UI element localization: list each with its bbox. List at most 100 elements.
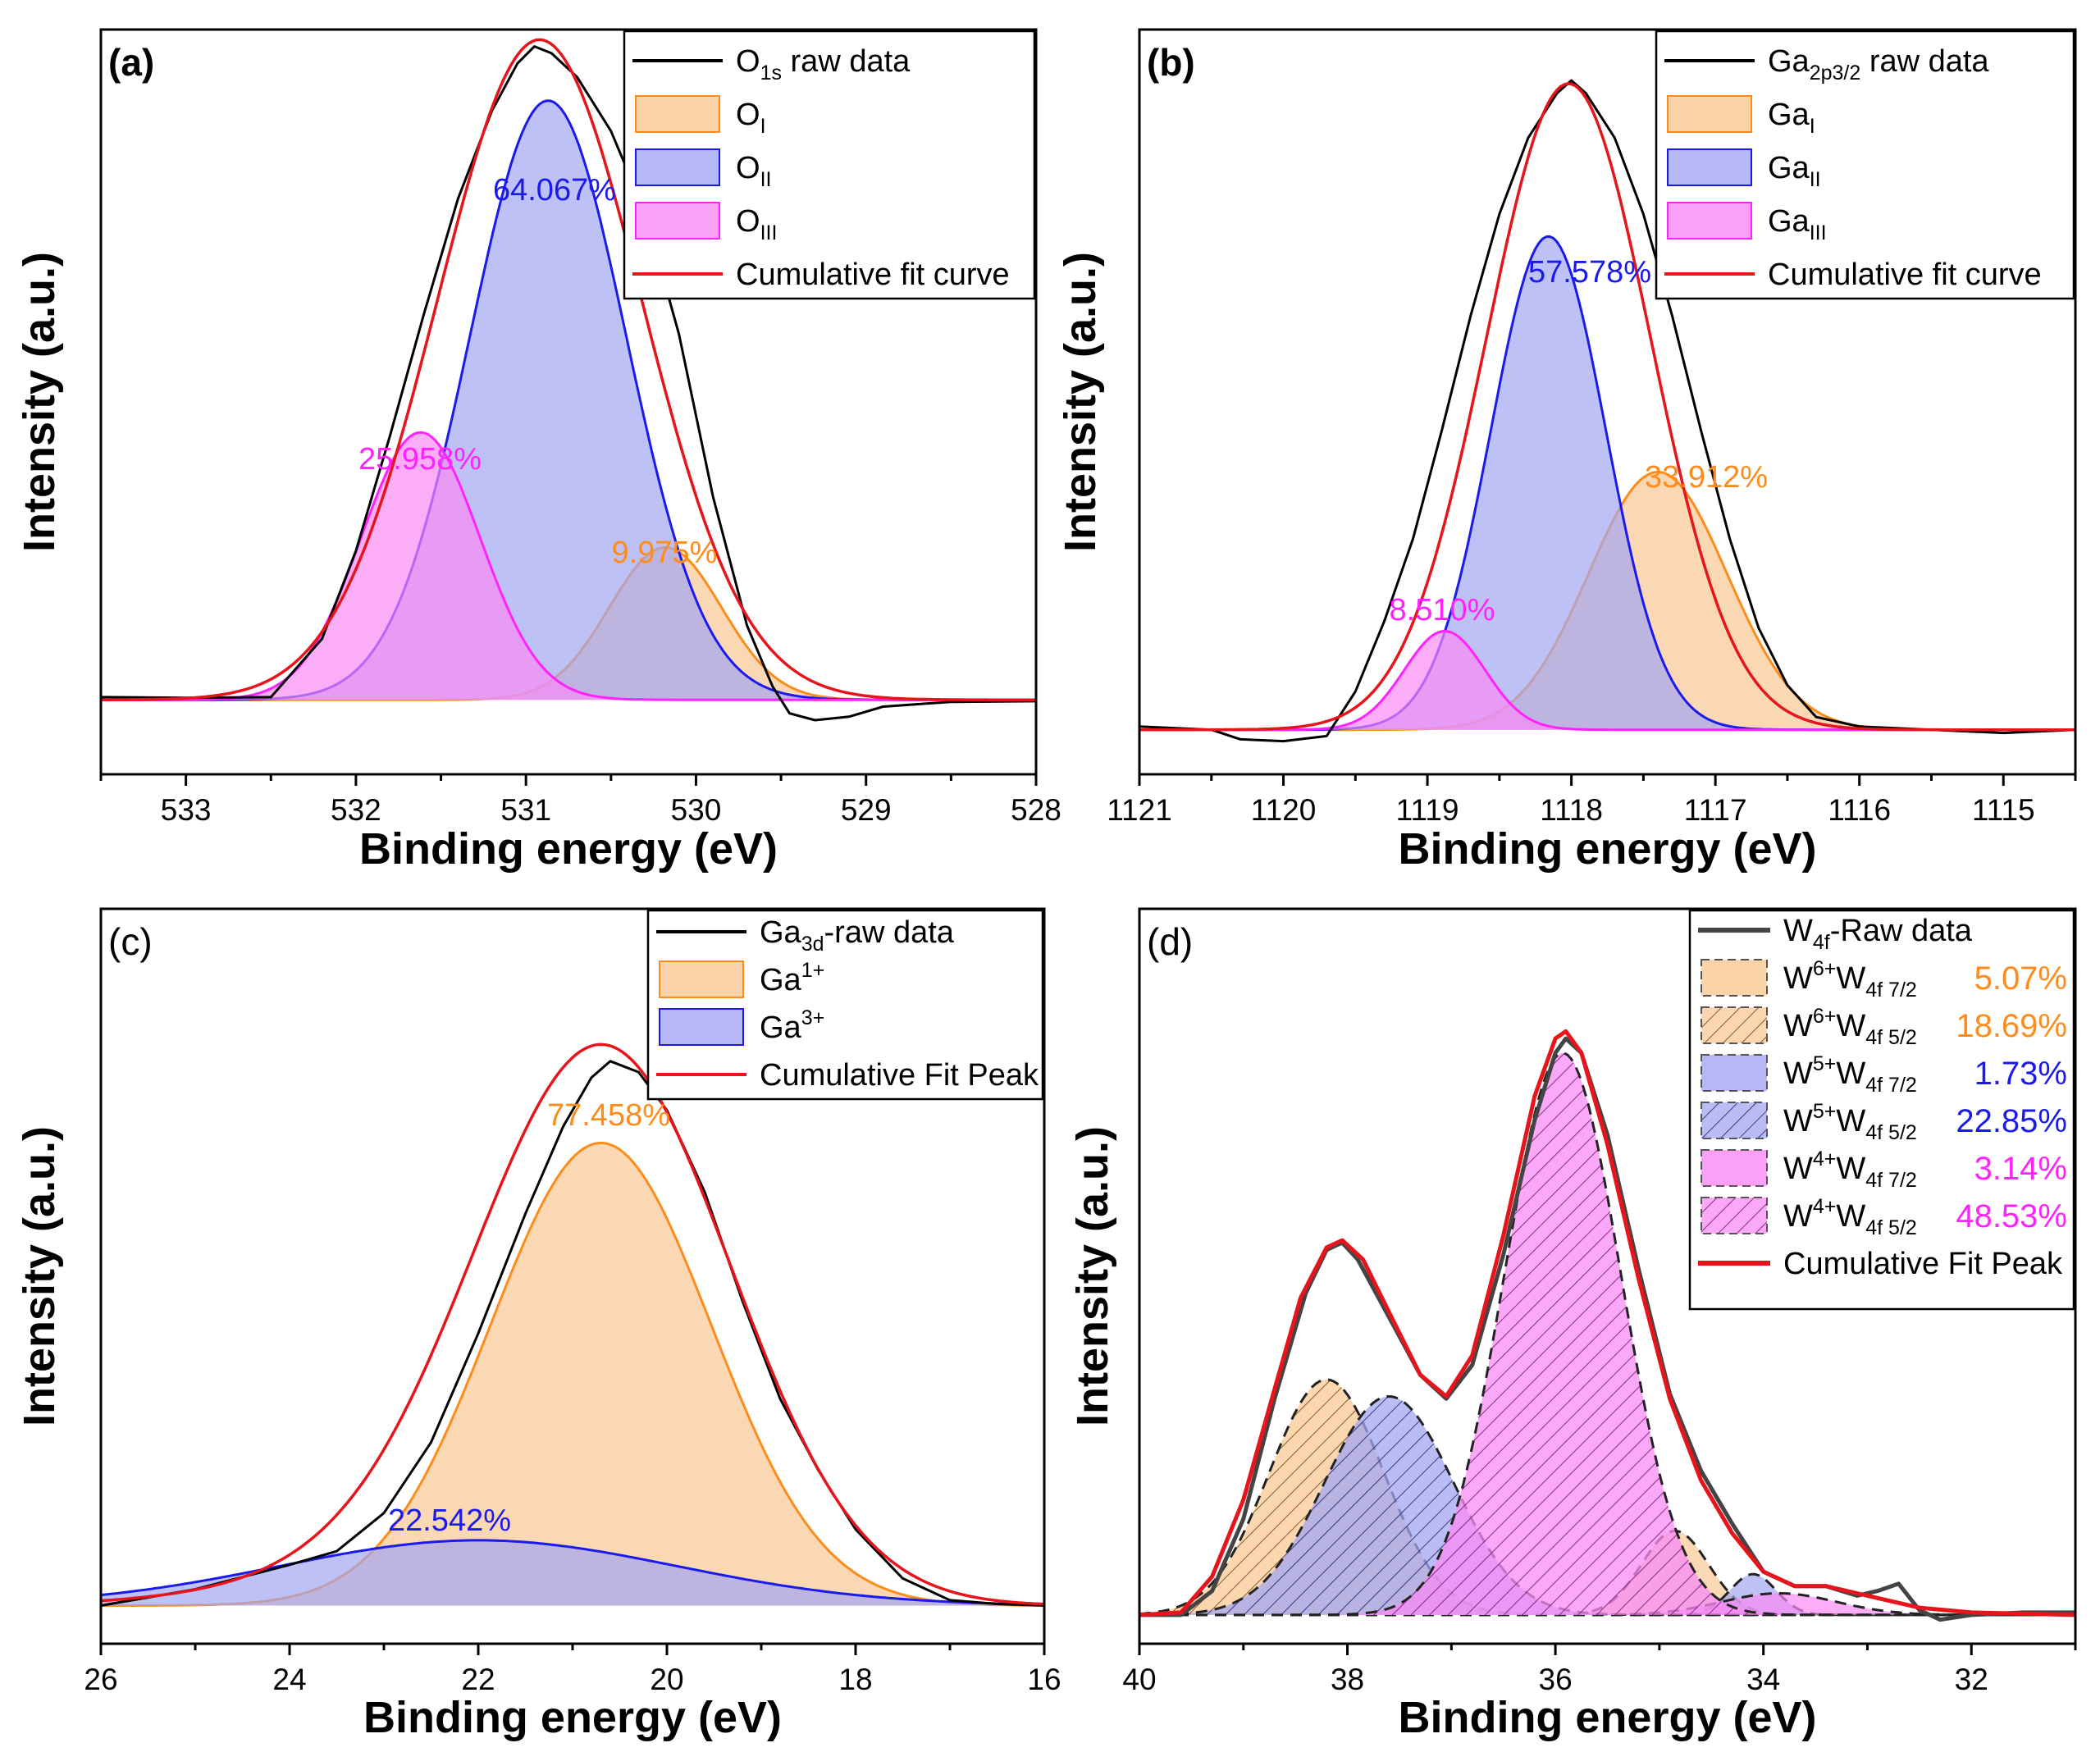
legend-label: O1s raw data [736,44,911,84]
legend-item: OI [635,95,766,138]
legend-item: W4f-Raw data [1698,914,1973,954]
x-tick-label: 34 [1746,1663,1780,1696]
legend-label: Ga2p3/2 raw data [1768,44,1989,84]
x-tick-label: 533 [161,793,212,827]
plot-area [1139,79,2075,743]
legend-patch-swatch [1701,1149,1768,1187]
cumulative-fit-line [101,1043,1044,1606]
peak-percent-label: 25.958% [358,442,482,477]
panel-label: (a) [108,41,154,84]
x-tick-label: 38 [1331,1663,1364,1696]
legend-percent: 3.14% [1974,1151,2067,1187]
peak-area-Ga_3plus [101,1540,1044,1606]
panel-label: (d) [1147,920,1193,963]
x-axis-label: Binding energy (eV) [359,824,778,874]
legend-patch-swatch [1667,95,1752,133]
legend-label: Ga1+ [760,959,824,997]
legend-item: GaI [1667,95,1815,138]
legend-label: Cumulative fit curve [736,258,1010,292]
x-tick-label: 36 [1539,1663,1573,1696]
y-axis-label: Intensity (a.u.) [1068,1126,1117,1426]
plot-area [101,1043,1044,1607]
peak-percent-label: 33.912% [1645,460,1768,495]
plot-area [1139,1029,2075,1622]
x-tick-label: 530 [671,793,722,827]
y-axis-label: Intensity (a.u.) [15,252,64,552]
legend-percent: 22.85% [1956,1103,2067,1139]
legend-patch-swatch [659,960,744,998]
plot-frame [1138,28,2077,776]
legend-item: Ga1+ [659,959,824,998]
peak-area-Ga_II [1139,236,2075,730]
x-tick-label: 32 [1955,1663,1988,1696]
y-axis-label: Intensity (a.u.) [15,1126,64,1426]
x-tick-label: 40 [1122,1663,1156,1696]
legend-item: OII [635,148,771,191]
legend-patch-swatch [1701,1197,1768,1234]
legend-percent: 18.69% [1956,1008,2067,1044]
legend-item: Cumulative Fit Peak [656,1058,1039,1093]
legend-item: W4+W4f 7/2 3.14% [1701,1147,2067,1192]
legend-item: GaIII [1667,202,1827,244]
legend-item: Cumulative Fit Peak [1698,1247,2063,1281]
raw-data-line [1139,79,2075,743]
peak-percent-label: 64.067% [493,173,616,208]
panel-label: (b) [1147,41,1195,84]
legend-label: W4f-Raw data [1783,914,1973,954]
legend-label: OIII [736,204,777,244]
x-tick-label: 532 [331,793,381,827]
x-tick-label: 531 [500,793,551,827]
legend-label: Ga3d-raw data [760,915,955,956]
legend-percent: 1.73% [1974,1056,2067,1092]
peak-percent-label: 57.578% [1528,255,1651,290]
cumulative-fit-line [1139,82,2075,732]
panel-d: 40 38 36 34 32 Binding energy (eV) Intensity (… [1068,907,2077,1742]
peak-percent-label: 8.510% [1390,593,1495,627]
legend-item: W5+W4f 5/2 22.85% [1701,1100,2067,1144]
legend-label: Cumulative Fit Peak [760,1058,1039,1093]
legend-item: W5+W4f 7/2 1.73% [1701,1052,2067,1097]
legend-patch-swatch [635,202,720,240]
legend-item: Ga3d-raw data [656,915,955,956]
peak-area-O_II [101,100,1036,700]
legend-patch-swatch [635,95,720,133]
x-tick-label: 26 [84,1663,117,1696]
legend-label: Cumulative fit curve [1768,258,2042,292]
legend-item: OIII [635,202,777,244]
plot-area [101,38,1036,722]
peak-area-W4_7_2 [1139,1593,2075,1615]
legend-patch-swatch [1701,1054,1768,1092]
x-tick-label: 18 [838,1663,872,1696]
y-axis-label: Intensity (a.u.) [1056,252,1105,552]
peak-percent-label: 22.542% [388,1503,511,1538]
peak-curve-O_III [101,431,1036,701]
panel-label: (c) [108,920,153,963]
cumulative-fit-line [101,38,1036,701]
legend-label: Cumulative Fit Peak [1783,1247,2063,1281]
x-tick-label: 22 [461,1663,495,1696]
legend-label: W4+W4f 5/2 [1783,1195,1917,1239]
legend-item: O1s raw data [632,44,911,84]
panel-a: 9.975% 64.067% 25.958% 533 532 531 530 529 528 Bi… [15,28,1061,874]
x-tick-label: 1115 [1972,793,2035,827]
peak-curve-W4_5_2 [1139,1052,2075,1617]
raw-data-line [101,45,1036,722]
cumulative-fit-line [1139,1029,2075,1617]
legend-item: W6+W4f 5/2 18.69% [1701,1005,2067,1049]
peak-percent-label: 77.458% [547,1098,670,1133]
legend-label: OI [736,98,766,138]
legend-box [646,909,1044,1101]
x-tick-label: 1116 [1828,793,1891,827]
x-tick-label: 528 [1011,793,1061,827]
legend-item: GaII [1667,148,1821,191]
legend-label: W6+W4f 7/2 [1783,957,1917,1001]
x-tick-label: 1120 [1251,793,1317,827]
legend-patch-swatch [1667,202,1752,240]
legend-item: Cumulative fit curve [1664,258,2042,292]
legend-item: Cumulative fit curve [632,258,1010,292]
legend-label: W5+W4f 5/2 [1783,1100,1917,1144]
legend: Ga2p3/2 raw data GaI GaII GaIII Cumulative f… [1655,30,2075,300]
legend-label: W4+W4f 7/2 [1783,1147,1917,1192]
x-tick-label: 20 [650,1663,683,1696]
